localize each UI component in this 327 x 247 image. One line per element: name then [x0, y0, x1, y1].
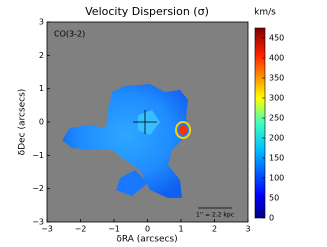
colorbar-tick-label: 50	[269, 194, 279, 203]
x-tick-label: 1	[178, 225, 183, 234]
colorbar	[254, 27, 266, 219]
y-tick-label: 2	[39, 51, 44, 60]
y-tick-label: −3	[32, 218, 44, 227]
colorbar-tick-label: 0	[269, 214, 274, 223]
x-tick-label: −2	[75, 225, 87, 234]
y-axis-label: δDec (arcsecs)	[18, 89, 28, 156]
annotation: CO(3-2)	[54, 30, 85, 39]
map-region	[138, 110, 160, 135]
x-tick-label: −3	[41, 225, 53, 234]
colorbar-tick-label: 150	[269, 154, 284, 163]
x-tick-label: 2	[212, 225, 217, 234]
colorbar-tick-label: 350	[269, 74, 284, 83]
x-tick-label: −1	[108, 225, 120, 234]
y-tick-label: −1	[32, 151, 44, 160]
colorbar-tick-label: 250	[269, 114, 284, 123]
colorbar-tick-label: 300	[269, 94, 284, 103]
colorbar-tick-label: 450	[269, 34, 284, 43]
x-tick-label: 3	[245, 225, 250, 234]
x-axis-label: δRA (arcsecs)	[116, 235, 177, 245]
colorbar-tick-label: 400	[269, 54, 284, 63]
y-tick-label: 1	[39, 84, 44, 93]
y-tick-label: 3	[39, 18, 44, 27]
dispersion-map	[62, 84, 190, 198]
map-peak	[179, 125, 187, 135]
colorbar-label: km/s	[254, 8, 276, 18]
y-tick-label: 0	[39, 118, 44, 127]
x-tick-label: 0	[145, 225, 150, 234]
annotation: 1'' = 2.2 kpc	[196, 212, 234, 219]
map-peak-halo	[175, 121, 191, 139]
y-tick-label: −2	[32, 184, 44, 193]
colorbar-tick-label: 200	[269, 134, 284, 143]
chart-title: Velocity Dispersion (σ)	[85, 5, 209, 18]
map-region	[116, 170, 148, 196]
colorbar-tick-label: 100	[269, 174, 284, 183]
